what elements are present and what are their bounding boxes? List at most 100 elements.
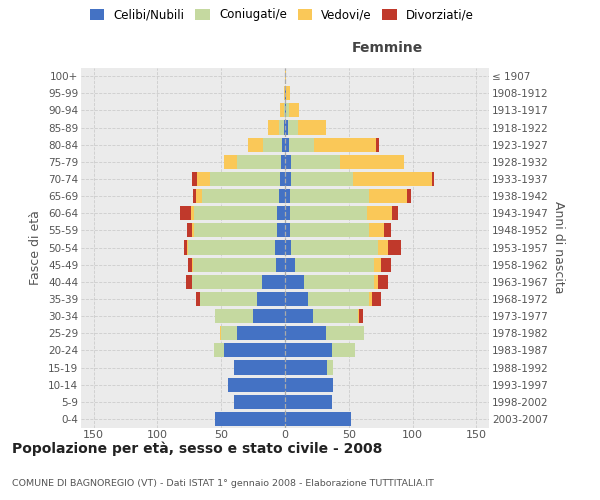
Bar <box>290 189 369 203</box>
Bar <box>281 155 285 169</box>
Bar <box>285 412 352 426</box>
Bar <box>285 258 295 272</box>
Bar <box>285 275 304 289</box>
Y-axis label: Fasce di età: Fasce di età <box>29 210 43 285</box>
Bar <box>286 86 290 100</box>
Bar <box>280 172 285 186</box>
Bar <box>392 206 398 220</box>
Bar <box>187 224 192 237</box>
Bar <box>197 172 210 186</box>
Bar <box>289 104 299 118</box>
Bar <box>262 275 285 289</box>
Bar <box>268 120 278 134</box>
Bar <box>192 258 193 272</box>
Bar <box>285 292 308 306</box>
Bar <box>285 172 292 186</box>
Bar <box>376 138 379 151</box>
Bar <box>215 309 253 323</box>
Bar <box>278 189 285 203</box>
Legend: Celibi/Nubili, Coniugati/e, Vedovi/e, Divorziati/e: Celibi/Nubili, Coniugati/e, Vedovi/e, Di… <box>88 6 476 24</box>
Bar <box>257 292 285 306</box>
Bar <box>378 240 388 254</box>
Bar <box>192 172 197 186</box>
Bar <box>280 104 284 118</box>
Bar <box>194 206 277 220</box>
Bar <box>191 206 194 220</box>
Bar <box>200 292 257 306</box>
Bar <box>196 292 200 306</box>
Bar <box>224 344 285 357</box>
Bar <box>292 172 353 186</box>
Bar <box>236 326 285 340</box>
Bar <box>234 360 285 374</box>
Bar <box>292 155 340 169</box>
Bar <box>275 240 285 254</box>
Bar <box>369 224 385 237</box>
Bar <box>285 189 290 203</box>
Bar <box>327 360 334 374</box>
Bar <box>215 412 285 426</box>
Bar <box>285 120 287 134</box>
Text: Femmine: Femmine <box>352 41 422 55</box>
Bar <box>285 309 313 323</box>
Bar <box>202 189 278 203</box>
Bar <box>285 138 289 151</box>
Bar <box>378 275 388 289</box>
Bar <box>385 224 391 237</box>
Bar <box>431 172 434 186</box>
Bar <box>332 344 355 357</box>
Bar <box>367 206 392 220</box>
Bar <box>221 326 236 340</box>
Bar <box>388 240 401 254</box>
Bar <box>214 344 224 357</box>
Bar <box>284 104 285 118</box>
Bar <box>224 155 236 169</box>
Bar <box>372 292 380 306</box>
Bar <box>284 86 285 100</box>
Bar <box>353 172 431 186</box>
Bar <box>210 172 280 186</box>
Bar <box>290 224 369 237</box>
Bar <box>196 189 202 203</box>
Bar <box>287 120 298 134</box>
Bar <box>185 275 192 289</box>
Bar <box>284 120 285 134</box>
Bar <box>283 138 285 151</box>
Bar <box>285 224 290 237</box>
Bar <box>374 258 380 272</box>
Bar <box>187 240 188 254</box>
Y-axis label: Anni di nascita: Anni di nascita <box>552 201 565 294</box>
Bar <box>193 189 196 203</box>
Bar <box>313 309 358 323</box>
Bar <box>236 155 281 169</box>
Bar <box>184 240 187 254</box>
Bar <box>285 378 334 392</box>
Bar <box>380 258 391 272</box>
Bar <box>285 206 290 220</box>
Bar <box>227 378 285 392</box>
Bar <box>290 206 367 220</box>
Bar <box>369 189 407 203</box>
Bar <box>194 224 277 237</box>
Bar <box>295 258 374 272</box>
Bar <box>340 155 404 169</box>
Bar <box>374 275 378 289</box>
Bar <box>193 258 276 272</box>
Bar <box>192 224 194 237</box>
Text: COMUNE DI BAGNOREGIO (VT) - Dati ISTAT 1° gennaio 2008 - Elaborazione TUTTITALIA: COMUNE DI BAGNOREGIO (VT) - Dati ISTAT 1… <box>12 479 434 488</box>
Bar <box>276 258 285 272</box>
Bar <box>407 189 411 203</box>
Bar <box>359 309 363 323</box>
Bar <box>358 309 359 323</box>
Bar <box>188 258 192 272</box>
Bar <box>285 240 292 254</box>
Bar <box>286 104 289 118</box>
Bar <box>308 292 369 306</box>
Bar <box>188 240 275 254</box>
Bar <box>181 206 191 220</box>
Bar <box>285 155 292 169</box>
Bar <box>285 69 286 83</box>
Bar <box>285 360 327 374</box>
Bar <box>253 309 285 323</box>
Bar <box>289 138 314 151</box>
